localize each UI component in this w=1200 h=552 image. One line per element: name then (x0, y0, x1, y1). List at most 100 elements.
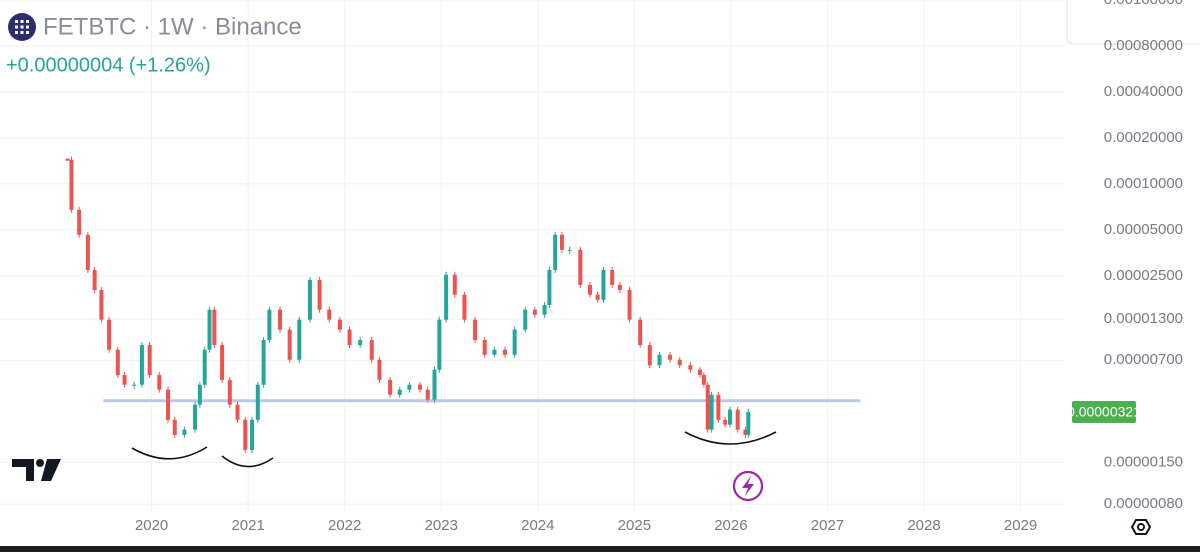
candle-body (267, 309, 272, 340)
x-tick-label: 2029 (1004, 517, 1037, 534)
lightning-badge[interactable] (732, 470, 764, 502)
candle-body (587, 284, 592, 295)
candle-body (407, 384, 412, 390)
candle-body (157, 375, 162, 390)
candle-body (182, 429, 187, 435)
candle-body (746, 411, 751, 435)
candle-body (716, 394, 721, 420)
candle-body (743, 429, 748, 435)
candle-body (709, 394, 714, 430)
candle-body (337, 319, 342, 330)
candle-body (578, 249, 583, 285)
y-tick-label: 0.00040000 (1104, 83, 1183, 100)
candle-body (647, 345, 652, 366)
candle-body (235, 404, 240, 420)
symbol-icon (8, 13, 36, 41)
candle-body (77, 209, 82, 235)
candle-body (347, 329, 352, 346)
candle-body (397, 389, 402, 395)
candle-body (243, 419, 248, 450)
candle-body (567, 249, 572, 251)
candle-body (638, 319, 643, 346)
candle-body (147, 345, 152, 376)
tradingview-logo (12, 459, 61, 481)
candle-body (595, 294, 600, 300)
candle-body (250, 419, 255, 450)
candle-body (547, 269, 552, 305)
candle-body (473, 319, 478, 340)
candle-body (559, 234, 564, 250)
candle-body (92, 269, 97, 290)
y-tick-label: 0.00020000 (1104, 129, 1183, 146)
candle-body (327, 309, 332, 320)
candle-body (677, 359, 682, 366)
y-tick-label: 0.00002500 (1104, 267, 1183, 284)
y-tick-label: 0.00000700 (1104, 351, 1183, 368)
price-change: +0.00000004 (+1.26%) (6, 54, 211, 76)
candle-body (727, 409, 732, 425)
candle-body (132, 384, 137, 386)
candle-body (388, 379, 393, 395)
x-tick-label: 2027 (811, 517, 844, 534)
candle-body (255, 384, 260, 420)
settings-button[interactable] (1130, 519, 1152, 535)
candle-body (261, 339, 266, 385)
candle-body (610, 269, 615, 285)
candle-body (139, 345, 144, 385)
candle-body (532, 309, 537, 315)
candle-body (377, 359, 382, 380)
x-tick-label: 2028 (907, 517, 940, 534)
drawn-arc (221, 455, 274, 468)
y-tick-label: 0.00000080 (1104, 495, 1183, 512)
candle-body (705, 384, 710, 430)
bottom-bar (0, 546, 1200, 552)
candle-body (553, 234, 558, 270)
candle-body (307, 279, 312, 320)
last-price-box (1072, 400, 1136, 423)
candle-body (122, 375, 127, 385)
candle-body (668, 354, 673, 360)
candle-body (197, 384, 202, 405)
candle-body (492, 349, 497, 355)
candle-body (202, 349, 207, 385)
candle-body (617, 284, 622, 290)
candle-body (627, 289, 632, 320)
candle-body (432, 369, 437, 400)
candle-body (657, 354, 662, 366)
candle-body (482, 339, 487, 355)
y-tick-label: 0.00080000 (1104, 37, 1183, 54)
candle-body (601, 269, 606, 300)
candle-body (735, 409, 740, 430)
candle-body (69, 159, 74, 210)
candle-body (166, 389, 171, 420)
candle-body (115, 349, 120, 376)
x-tick-label: 2022 (328, 517, 361, 534)
x-tick-label: 2025 (618, 517, 651, 534)
candle-body (212, 309, 217, 346)
candle-body (418, 384, 423, 390)
candle-body (85, 234, 90, 270)
y-tick-label: 0.00005000 (1104, 221, 1183, 238)
candle-body (425, 389, 430, 400)
last-price-label: 0.00000321 (1067, 404, 1141, 420)
candle-body (701, 375, 706, 385)
drawn-arc (684, 431, 777, 445)
candle-body (287, 329, 292, 360)
candle-body (437, 319, 442, 370)
y-tick-label: 0.00010000 (1104, 175, 1183, 192)
candle-body (358, 339, 363, 346)
candle-body (512, 329, 517, 355)
candle-body (220, 345, 225, 380)
candle-body (542, 304, 547, 315)
candle-body (227, 379, 232, 405)
candle-body (452, 274, 457, 295)
candle-body (688, 365, 693, 370)
toolbar-button[interactable] (1066, 0, 1200, 45)
candle-body (207, 309, 212, 350)
x-tick-label: 2023 (425, 517, 458, 534)
candle-body (297, 319, 302, 360)
candle-body (502, 349, 507, 355)
chart-title: FETBTC · 1W · Binance (43, 13, 302, 40)
x-tick-label: 2021 (231, 517, 264, 534)
